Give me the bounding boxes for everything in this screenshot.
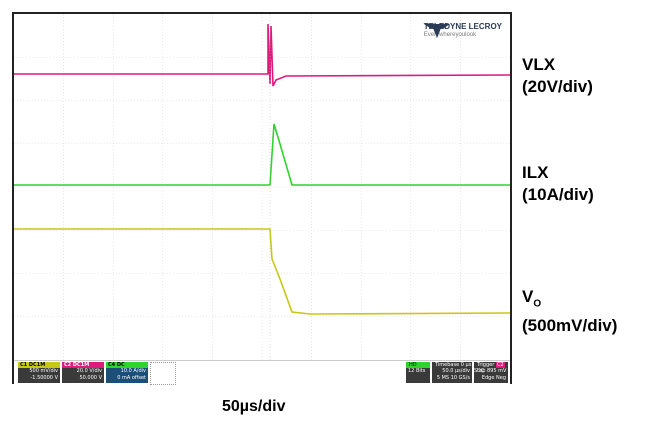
timebase-descriptor[interactable]: Timebase 0 µs 50.0 µs/div 5 MS 10 GS/s [432, 362, 472, 383]
trigger-title: Trigger [477, 362, 495, 368]
channel-c1-descriptor[interactable]: C1 DC1M 500 mV/div -1.50000 V [18, 362, 60, 383]
channel-c2-descriptor[interactable]: C2 DC1M 20.0 V/div 50.000 V [62, 362, 104, 383]
vo-name-main: V [522, 287, 534, 306]
vlx-label: VLX (20V/div) [522, 54, 593, 98]
vlx-scale: (20V/div) [522, 77, 593, 96]
vlx-trace [14, 23, 510, 87]
vo-trace [14, 228, 510, 315]
trigger-descriptor[interactable]: Trigger C2 DC Stop 895 mV Edge Neg [474, 362, 508, 383]
graticule [14, 14, 510, 360]
trigger-source: C2 [495, 362, 505, 368]
timebase-label: 50µs/div [222, 398, 286, 415]
sample-rate: 10 GS/s [450, 375, 470, 381]
vo-name: VO [522, 286, 617, 315]
vo-name-sub: O [533, 298, 542, 310]
brand-tagline: Everywhereyoulook [423, 32, 477, 38]
coupling-tag: DC1M [28, 362, 46, 368]
timebase-title: Timebase [435, 362, 460, 368]
brand-logo: TELEDYNE LECROY Everywhereyoulook [423, 22, 502, 52]
coupling-tag: DC [116, 362, 125, 368]
trigger-level: 895 mV [486, 368, 507, 374]
oscilloscope-display: TELEDYNE LECROY Everywhereyoulook C1 DC1… [12, 12, 512, 385]
hd-indicator[interactable]: HD 12 Bits [406, 362, 430, 383]
vertical-offset: 50.000 V [79, 375, 102, 381]
empty-channel-slot[interactable] [150, 362, 176, 385]
trigger-coupling: DC [477, 368, 485, 374]
channel-tag: C1 [20, 362, 28, 368]
waveform-plot [14, 14, 510, 360]
vertical-offset: 0 mA offset [117, 375, 146, 381]
vertical-scale: 10.0 A/div [120, 368, 146, 374]
channel-tag: C2 [64, 362, 72, 368]
vo-scale: (500mV/div) [522, 316, 618, 336]
vertical-offset: -1.50000 V [30, 375, 59, 381]
timebase-offset: 0 µs [460, 362, 472, 368]
record-length: 5 MS [436, 375, 450, 381]
hd-tag: HD [406, 362, 430, 368]
timebase-scale: 50.0 µs/div [442, 368, 470, 374]
teledyne-logo-icon [423, 24, 450, 38]
channel-c4-descriptor[interactable]: C4 DC 10.0 A/div 0 mA offset [106, 362, 148, 383]
ilx-label: ILX (10A/div) [522, 162, 594, 206]
ilx-name: ILX [522, 163, 549, 182]
trigger-type: Edge [481, 375, 495, 381]
channel-tag: C4 [108, 362, 116, 368]
vlx-name: VLX [522, 55, 556, 74]
coupling-tag: DC1M [72, 362, 90, 368]
vertical-scale: 20.0 V/div [76, 368, 102, 374]
vo-label: VO (500mV/div) [522, 286, 617, 337]
status-bar: C1 DC1M 500 mV/div -1.50000 V C2 DC1M 20… [14, 360, 510, 385]
brand-name: TELEDYNE LECROY [423, 22, 502, 31]
ilx-scale: (10A/div) [522, 185, 594, 204]
trigger-slope: Neg [496, 375, 506, 381]
bit-depth: 12 Bits [408, 368, 426, 374]
trigger-mode: Stop [474, 368, 486, 374]
waveform-screen: TELEDYNE LECROY Everywhereyoulook [14, 14, 510, 360]
ilx-trace [14, 123, 510, 186]
vertical-scale: 500 mV/div [29, 368, 58, 374]
